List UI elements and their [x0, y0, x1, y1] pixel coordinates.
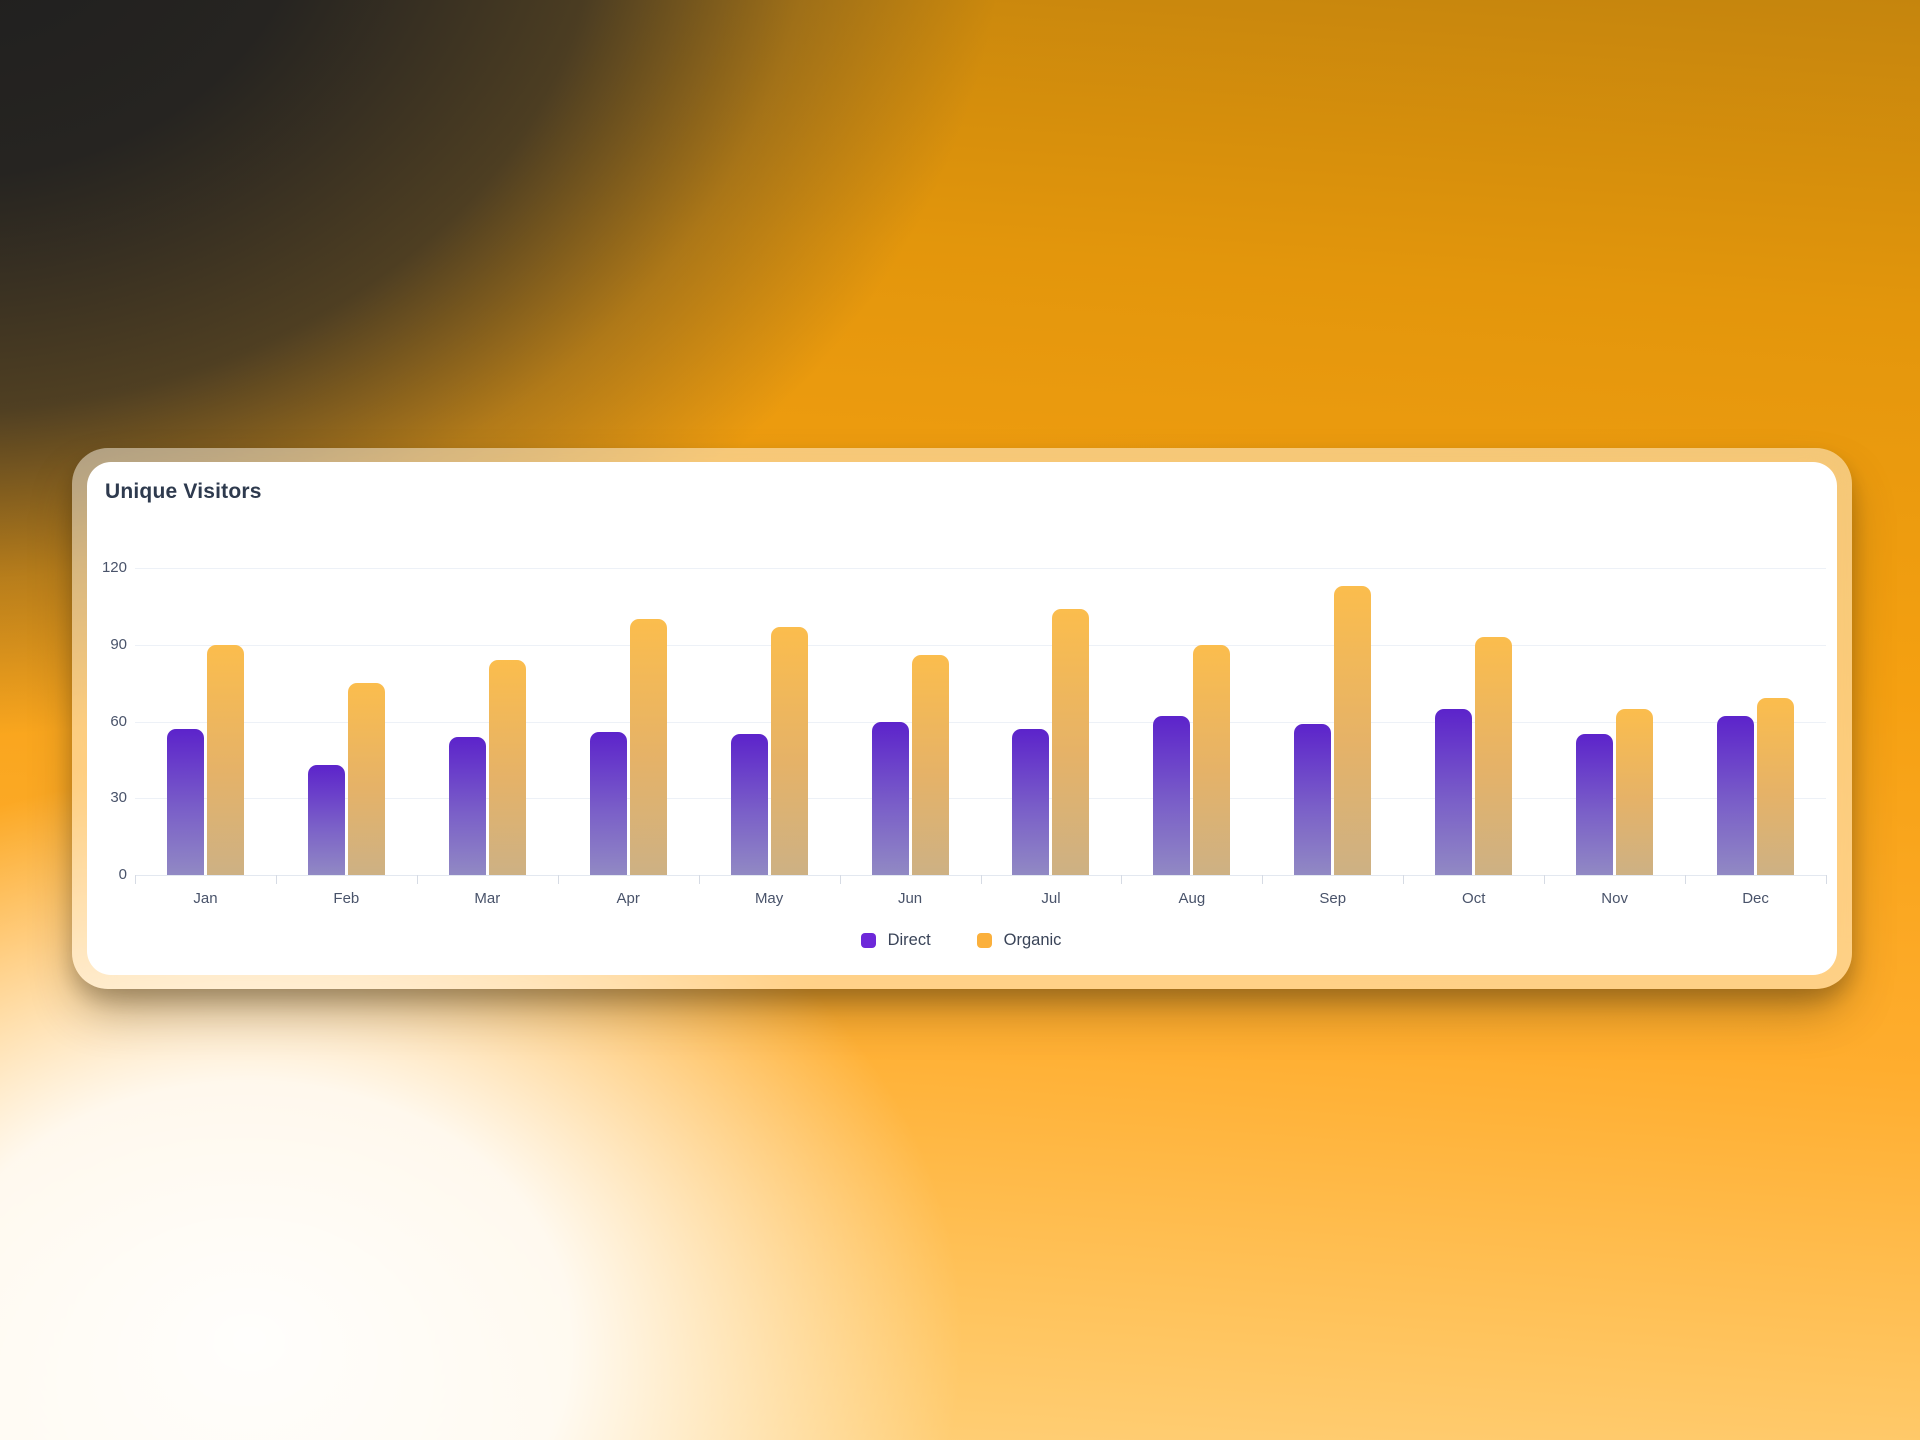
bar-direct-feb[interactable] [307, 765, 345, 875]
y-axis-label-90: 90 [110, 635, 127, 653]
x-axis-tick [1403, 875, 1405, 884]
x-axis-tick [416, 875, 418, 884]
bar-organic-jan[interactable] [206, 644, 244, 875]
bar-organic-feb[interactable] [347, 683, 385, 875]
bar-organic-nov[interactable] [1616, 708, 1654, 875]
x-axis-tick [1685, 875, 1687, 884]
y-axis-label-0: 0 [118, 866, 127, 883]
bar-direct-dec[interactable] [1717, 716, 1755, 875]
x-axis-label-jul: Jul [1041, 890, 1061, 907]
gridline-120 [135, 568, 1826, 569]
bar-organic-sep[interactable] [1334, 585, 1372, 875]
bar-organic-apr[interactable] [629, 619, 667, 875]
x-axis-label-feb: Feb [333, 890, 360, 907]
legend-swatch-direct [860, 932, 876, 948]
x-axis-tick [1262, 875, 1264, 884]
x-axis-tick [557, 875, 559, 884]
bar-organic-may[interactable] [770, 626, 808, 875]
x-axis-label-oct: Oct [1462, 890, 1486, 907]
y-axis-label-60: 60 [110, 712, 127, 730]
x-axis-label-may: May [754, 890, 784, 907]
chart-title: Unique Visitors [105, 480, 262, 503]
bar-direct-apr[interactable] [589, 731, 627, 875]
bar-direct-jan[interactable] [166, 729, 204, 875]
x-axis-label-mar: Mar [474, 890, 501, 907]
bar-direct-jun[interactable] [871, 721, 909, 875]
x-axis-tick [839, 875, 841, 884]
y-axis-label-30: 30 [110, 789, 127, 807]
x-axis-label-dec: Dec [1742, 890, 1769, 907]
legend-item-direct[interactable]: Direct [860, 930, 931, 950]
x-axis-label-aug: Aug [1178, 890, 1206, 907]
bar-organic-mar[interactable] [488, 660, 526, 875]
bar-organic-jun[interactable] [911, 654, 949, 875]
x-axis-label-jan: Jan [193, 890, 218, 907]
x-axis-label-nov: Nov [1601, 890, 1628, 907]
x-axis-label-apr: Apr [616, 890, 640, 907]
legend-swatch-organic [976, 932, 992, 948]
bar-direct-jul[interactable] [1012, 729, 1050, 875]
x-axis-label-sep: Sep [1319, 890, 1347, 907]
legend-label-organic: Organic [1003, 930, 1062, 949]
x-axis-tick [698, 875, 700, 884]
bar-organic-jul[interactable] [1052, 608, 1090, 875]
x-axis-tick [980, 875, 982, 884]
bar-organic-dec[interactable] [1757, 698, 1795, 875]
gridline-90 [135, 644, 1826, 646]
bar-direct-may[interactable] [730, 734, 768, 875]
unique-visitors-card: Unique Visitors 0 30 60 90 120 Jan Feb Mar Apr Ma… [87, 462, 1837, 975]
x-axis-tick [1121, 875, 1123, 884]
card-frame: Unique Visitors 0 30 60 90 120 Jan Feb Mar Apr Ma… [72, 448, 1852, 989]
chart-legend: Direct Organic [87, 928, 1835, 952]
bar-direct-oct[interactable] [1435, 708, 1473, 875]
legend-label-direct: Direct [887, 930, 931, 949]
legend-item-organic[interactable]: Organic [976, 930, 1062, 950]
gridline-30 [135, 798, 1826, 800]
x-axis-tick [135, 875, 136, 884]
gridline-60 [135, 721, 1826, 723]
x-axis-tick [1544, 875, 1546, 884]
bar-organic-aug[interactable] [1193, 644, 1231, 875]
x-axis-tick [1826, 875, 1827, 884]
x-axis-label-jun: Jun [897, 890, 923, 907]
x-axis-tick [275, 875, 277, 884]
bar-organic-oct[interactable] [1475, 637, 1513, 875]
bar-chart-plot-area: 0 30 60 90 120 Jan Feb Mar Apr May Jun Jul Aug Sep Oct… [102, 559, 1827, 949]
bar-direct-mar[interactable] [448, 736, 486, 875]
bar-direct-sep[interactable] [1294, 724, 1332, 875]
bar-direct-aug[interactable] [1153, 716, 1191, 875]
y-axis-label-120: 120 [101, 559, 127, 576]
bar-direct-nov[interactable] [1576, 734, 1614, 875]
